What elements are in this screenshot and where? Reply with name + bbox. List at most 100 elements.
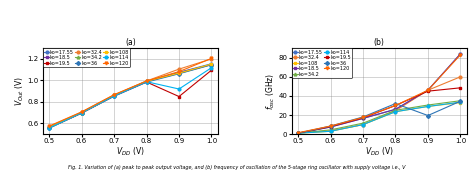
X-axis label: $V_{DD}$ (V): $V_{DD}$ (V) xyxy=(116,146,145,158)
ko=108 xyxy=(392,111,398,113)
ko=120 xyxy=(425,89,431,91)
ko=120 xyxy=(457,54,463,56)
ko=114 xyxy=(176,88,182,90)
ko=18.5 xyxy=(328,126,333,128)
Line: ko=120: ko=120 xyxy=(48,57,213,127)
ko=17.55 xyxy=(209,63,214,65)
ko=36 xyxy=(79,112,84,114)
Line: ko=32.4: ko=32.4 xyxy=(48,57,213,128)
ko=36 xyxy=(46,127,52,129)
ko=19.5 xyxy=(295,132,301,134)
ko=17.55 xyxy=(360,117,366,119)
ko=19.5 xyxy=(328,126,333,128)
ko=114 xyxy=(392,111,398,113)
ko=32.4 xyxy=(392,110,398,112)
Line: ko=19.5: ko=19.5 xyxy=(297,86,462,135)
ko=36 xyxy=(360,116,366,118)
ko=32.4 xyxy=(144,80,149,82)
ko=18.5 xyxy=(425,89,431,91)
ko=36 xyxy=(425,115,431,117)
Line: ko=114: ko=114 xyxy=(297,101,462,135)
Line: ko=17.55: ko=17.55 xyxy=(297,52,462,135)
ko=34.2 xyxy=(295,132,301,134)
ko=18.5 xyxy=(111,95,117,97)
ko=34.2 xyxy=(209,63,214,66)
ko=32.4 xyxy=(425,89,431,91)
ko=32.4 xyxy=(328,130,333,132)
Line: ko=36: ko=36 xyxy=(48,63,213,130)
ko=108 xyxy=(111,94,117,96)
ko=36 xyxy=(111,95,117,97)
Line: ko=34.2: ko=34.2 xyxy=(297,99,462,135)
ko=19.5 xyxy=(79,112,84,114)
ko=17.55 xyxy=(111,94,117,96)
ko=108 xyxy=(144,80,149,82)
ko=17.55 xyxy=(46,126,52,128)
ko=114 xyxy=(144,81,149,83)
ko=34.2 xyxy=(111,94,117,96)
Title: (b): (b) xyxy=(374,38,385,47)
ko=18.5 xyxy=(392,108,398,110)
ko=19.5 xyxy=(360,117,366,119)
ko=120 xyxy=(111,94,117,96)
Line: ko=120: ko=120 xyxy=(297,53,462,134)
ko=19.5 xyxy=(425,90,431,92)
ko=36 xyxy=(457,100,463,102)
ko=36 xyxy=(328,125,333,127)
ko=34.2 xyxy=(360,122,366,124)
Line: ko=36: ko=36 xyxy=(297,100,462,135)
Legend: ko=17.55, ko=32.4, ko=108, ko=18.5, ko=34.2, ko=114, ko=19.5, ko=36, ko=120: ko=17.55, ko=32.4, ko=108, ko=18.5, ko=3… xyxy=(292,48,352,78)
Line: ko=18.5: ko=18.5 xyxy=(48,63,213,129)
X-axis label: $V_{DD}$ (V): $V_{DD}$ (V) xyxy=(365,146,393,158)
ko=18.5 xyxy=(176,72,182,74)
ko=120 xyxy=(392,104,398,106)
ko=108 xyxy=(425,105,431,108)
ko=108 xyxy=(209,63,214,65)
ko=19.5 xyxy=(176,95,182,98)
Line: ko=108: ko=108 xyxy=(48,63,213,129)
ko=32.4 xyxy=(176,68,182,70)
ko=19.5 xyxy=(111,95,117,97)
Line: ko=108: ko=108 xyxy=(297,101,462,135)
Y-axis label: $f_{osc}$ (GHz): $f_{osc}$ (GHz) xyxy=(264,73,277,110)
ko=34.2 xyxy=(176,72,182,74)
ko=34.2 xyxy=(79,112,84,114)
Line: ko=32.4: ko=32.4 xyxy=(297,76,462,134)
ko=108 xyxy=(360,123,366,126)
ko=36 xyxy=(209,64,214,66)
ko=114 xyxy=(328,130,333,132)
ko=32.4 xyxy=(360,123,366,126)
ko=120 xyxy=(144,80,149,82)
ko=19.5 xyxy=(457,87,463,89)
ko=108 xyxy=(79,112,84,114)
ko=17.55 xyxy=(457,53,463,55)
ko=19.5 xyxy=(144,81,149,83)
ko=34.2 xyxy=(425,104,431,106)
ko=32.4 xyxy=(457,76,463,78)
ko=120 xyxy=(79,111,84,113)
ko=18.5 xyxy=(457,53,463,55)
ko=32.4 xyxy=(111,94,117,96)
Legend: ko=17.55, ko=18.5, ko=19.5, ko=32.4, ko=34.2, ko=36, ko=108, ko=114, ko=120: ko=17.55, ko=18.5, ko=19.5, ko=32.4, ko=… xyxy=(43,48,130,67)
ko=108 xyxy=(457,102,463,104)
ko=108 xyxy=(328,130,333,132)
ko=120 xyxy=(295,132,301,134)
ko=114 xyxy=(360,123,366,126)
ko=108 xyxy=(295,132,301,134)
Line: ko=34.2: ko=34.2 xyxy=(48,63,213,129)
ko=19.5 xyxy=(209,69,214,71)
ko=17.55 xyxy=(295,132,301,134)
ko=17.55 xyxy=(144,80,149,82)
ko=32.4 xyxy=(209,58,214,60)
ko=36 xyxy=(144,81,149,83)
ko=114 xyxy=(46,127,52,129)
ko=114 xyxy=(111,95,117,97)
Text: Fig. 1. Variation of (a) peak to peak output voltage, and (b) frequency of oscil: Fig. 1. Variation of (a) peak to peak ou… xyxy=(68,165,406,170)
Line: ko=19.5: ko=19.5 xyxy=(48,69,213,129)
ko=36 xyxy=(295,132,301,134)
ko=108 xyxy=(176,72,182,74)
ko=17.55 xyxy=(328,126,333,128)
ko=32.4 xyxy=(295,132,301,134)
ko=34.2 xyxy=(457,100,463,102)
Line: ko=18.5: ko=18.5 xyxy=(297,52,462,135)
